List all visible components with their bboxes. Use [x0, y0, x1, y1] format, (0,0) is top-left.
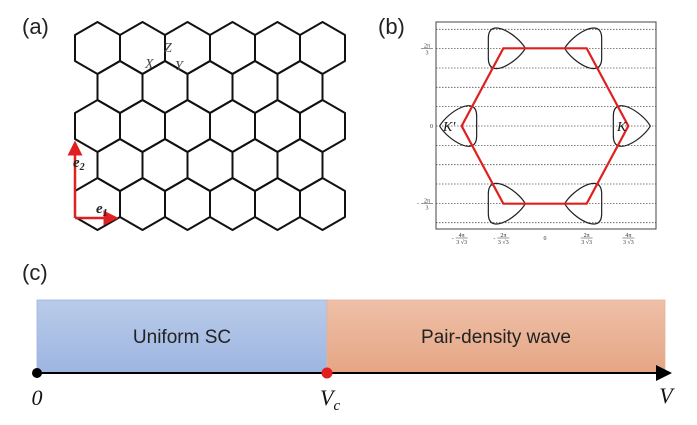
hexagon-cell	[231, 138, 279, 192]
e2-label: e2	[73, 155, 85, 173]
svg-text:2π: 2π	[500, 233, 506, 239]
critical-label: Vc	[320, 385, 340, 414]
svg-text:3 √3: 3 √3	[456, 239, 467, 246]
tick-label: -2π3	[417, 199, 433, 212]
svg-text:-: -	[493, 236, 495, 242]
phase-region-uniform-sc	[36, 299, 328, 374]
e1-label: e1	[96, 201, 108, 219]
hexagon-cell	[299, 99, 346, 153]
hexagon-cell	[119, 21, 166, 75]
svg-text:2π: 2π	[424, 43, 430, 49]
panel-b-label: (b)	[378, 14, 405, 39]
honeycomb-lattice	[74, 21, 346, 231]
svg-text:3: 3	[426, 50, 429, 56]
panel-a-label: (a)	[22, 14, 49, 39]
hexagon-cell	[119, 99, 166, 153]
tick-label: 0	[544, 236, 547, 242]
svg-text:2π: 2π	[584, 233, 590, 239]
hexagon-cell	[276, 138, 324, 192]
tick-label: 2π3 √3	[580, 233, 593, 246]
svg-text:0: 0	[430, 124, 433, 130]
svg-text:3 √3: 3 √3	[623, 239, 634, 246]
hexagon-cell	[186, 60, 234, 114]
tick-label: -4π3 √3	[452, 233, 468, 246]
fermi-pocket	[612, 105, 652, 147]
fermi-pocket	[487, 182, 527, 225]
origin-dot	[32, 368, 42, 378]
k-point-label: K	[616, 120, 627, 135]
hexagon-cell	[299, 177, 346, 231]
hexagon-cell	[231, 60, 279, 114]
fermi-pocket	[563, 182, 603, 225]
fermi-pocket	[487, 27, 527, 70]
hexagon-cell	[96, 138, 144, 192]
svg-text:-: -	[417, 202, 419, 208]
tick-label: 2π3	[421, 43, 433, 56]
hexagon-cell	[254, 21, 301, 75]
svg-text:2π: 2π	[424, 199, 430, 205]
hexagon-cell	[141, 138, 189, 192]
origin-label: 0	[32, 385, 43, 410]
hexagon-cell	[74, 99, 121, 153]
svg-text:0: 0	[544, 236, 547, 242]
hexagon-cell	[209, 99, 256, 153]
fermi-pocket	[438, 105, 478, 147]
hexagon-cell	[276, 60, 324, 114]
hexagon-cell	[254, 177, 301, 231]
bond-label-x: X	[144, 57, 154, 72]
hexagon-cell	[96, 60, 144, 114]
svg-text:-: -	[452, 236, 454, 242]
bond-label-z: Z	[164, 41, 172, 56]
svg-text:4π: 4π	[459, 233, 465, 239]
hexagon-cell	[74, 21, 121, 75]
panel-c-label: (c)	[22, 260, 48, 285]
phase-label-pdw: Pair-density wave	[421, 327, 571, 348]
plot-frame	[435, 21, 657, 230]
svg-text:3 √3: 3 √3	[498, 239, 509, 246]
variable-label: V	[659, 383, 675, 408]
hexagon-cell	[164, 177, 211, 231]
svg-text:3: 3	[426, 206, 429, 212]
fermi-pockets	[438, 27, 652, 225]
k-prime-point-label: K′	[442, 120, 456, 135]
tick-label: -2π3 √3	[493, 233, 510, 246]
hexagon-cell	[254, 99, 301, 153]
gridlines	[436, 28, 656, 224]
hexagon-cell	[164, 99, 211, 153]
critical-point-dot	[321, 367, 333, 379]
hexagon-cell	[299, 21, 346, 75]
phase-label-uniform-sc: Uniform SC	[133, 327, 231, 348]
hexagon-cell	[119, 177, 166, 231]
hexagon-cell	[186, 138, 234, 192]
phase-region-pdw	[326, 299, 666, 374]
svg-text:3 √3: 3 √3	[581, 239, 592, 246]
bond-label-y: Y	[175, 59, 185, 74]
hexagon-cell	[209, 21, 256, 75]
hexagon-cell	[209, 177, 256, 231]
tick-label: 0	[430, 124, 433, 130]
svg-text:4π: 4π	[625, 233, 631, 239]
tick-label: 4π3 √3	[622, 233, 635, 246]
fermi-pocket	[563, 27, 603, 70]
brillouin-zone-hexagon	[460, 47, 630, 205]
